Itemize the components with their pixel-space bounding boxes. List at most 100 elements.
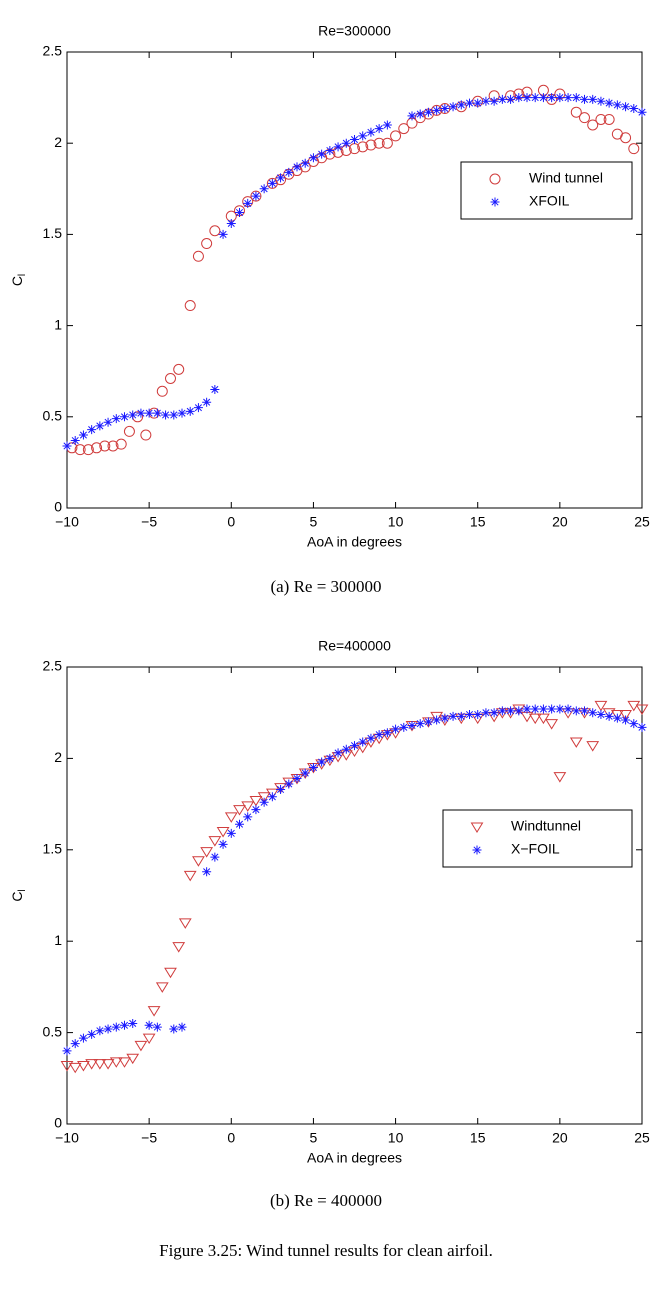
x-tick-label: 10 <box>388 514 404 530</box>
plot-area <box>66 51 643 509</box>
data-point <box>120 1020 129 1030</box>
data-point <box>276 173 286 183</box>
data-point <box>571 706 581 716</box>
data-point <box>209 225 221 237</box>
data-point <box>241 801 255 812</box>
data-point <box>514 706 524 716</box>
data-point <box>333 142 343 152</box>
data-point <box>111 414 121 424</box>
data-point <box>284 779 294 789</box>
data-point <box>432 715 442 725</box>
subfigure-caption: (b) Re = 400000 <box>270 1191 382 1210</box>
data-point <box>62 441 72 451</box>
x-tick-label: 20 <box>552 1130 568 1146</box>
y-tick-label: 1 <box>54 932 62 948</box>
data-point <box>563 704 573 714</box>
data-point <box>274 783 287 794</box>
data-point <box>120 412 129 422</box>
data-point <box>251 805 261 815</box>
y-axis-label: Cl <box>9 889 28 901</box>
data-point <box>365 139 377 151</box>
data-point <box>528 713 542 725</box>
data-point <box>62 1046 72 1056</box>
data-point <box>555 93 565 103</box>
legend-marker <box>489 173 501 185</box>
data-point <box>628 143 640 155</box>
x-tick-label: 5 <box>310 514 318 530</box>
data-point <box>423 107 433 117</box>
data-point <box>101 1059 115 1070</box>
data-point <box>60 1061 74 1072</box>
x-tick-label: 0 <box>227 1130 235 1146</box>
data-point <box>202 397 212 407</box>
data-point <box>74 444 86 456</box>
y-tick-label: 0.5 <box>43 408 63 424</box>
data-point <box>144 1020 154 1030</box>
data-point <box>185 406 195 416</box>
data-point <box>349 143 361 155</box>
data-point <box>173 363 185 375</box>
data-point <box>192 856 205 867</box>
data-point <box>612 713 622 723</box>
data-point <box>620 132 632 144</box>
data-point <box>251 191 261 201</box>
x-tick-label: 15 <box>470 1130 486 1146</box>
data-point <box>201 238 213 249</box>
data-point <box>202 867 212 877</box>
data-point <box>164 967 177 979</box>
data-point <box>588 94 598 104</box>
data-point <box>82 444 94 456</box>
data-point <box>275 174 287 186</box>
figure-caption: Figure 3.25: Wind tunnel results for cle… <box>159 1241 493 1260</box>
y-tick-label: 0 <box>54 499 62 515</box>
data-point <box>235 819 244 829</box>
data-point <box>571 93 581 103</box>
data-point <box>637 722 647 732</box>
data-point <box>95 421 105 431</box>
data-point <box>407 111 417 121</box>
data-point <box>579 112 591 124</box>
data-point <box>142 1033 156 1045</box>
data-point <box>300 768 310 778</box>
data-point <box>250 190 262 202</box>
data-point <box>629 719 639 729</box>
data-point <box>423 717 433 727</box>
data-point <box>161 410 171 420</box>
data-point <box>547 93 557 103</box>
data-point <box>604 711 614 721</box>
data-point <box>635 704 649 716</box>
data-point <box>350 741 359 751</box>
y-tick-label: 1 <box>54 316 62 332</box>
data-point <box>537 713 550 725</box>
data-point <box>123 425 135 437</box>
data-point <box>629 104 639 114</box>
data-point <box>134 1040 148 1052</box>
data-point <box>366 733 376 743</box>
data-point <box>210 852 220 862</box>
legend-label: Wind tunnel <box>529 170 603 186</box>
data-point <box>107 440 119 452</box>
data-point <box>456 100 466 110</box>
data-point <box>432 105 442 115</box>
data-point <box>546 93 558 105</box>
data-point <box>91 442 103 454</box>
data-point <box>103 1024 113 1034</box>
data-point <box>169 1024 179 1034</box>
data-point <box>481 708 491 718</box>
data-point <box>235 208 244 218</box>
data-point <box>415 719 425 729</box>
data-point <box>627 700 641 712</box>
data-point <box>218 229 228 239</box>
data-point <box>267 792 277 802</box>
y-axis-label: Cl <box>9 274 28 286</box>
data-point <box>242 196 254 207</box>
data-point <box>473 98 483 108</box>
data-point <box>530 93 540 103</box>
data-point <box>580 706 589 716</box>
data-point <box>177 408 187 418</box>
data-point <box>136 408 146 418</box>
data-point <box>115 438 127 450</box>
data-point <box>398 123 410 135</box>
